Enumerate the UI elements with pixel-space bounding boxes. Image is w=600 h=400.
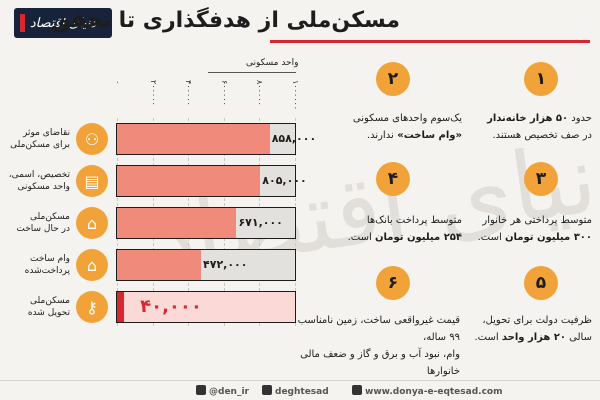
bar[interactable]	[117, 208, 237, 238]
category-label: وام ساخت پرداخت‌شده	[24, 254, 70, 276]
title-underline	[270, 40, 590, 43]
fact-number-badge: ۶	[376, 266, 410, 300]
fact-number-badge: ۲	[376, 62, 410, 96]
axis-tick-label: ۸۰۰۰۰۰	[255, 80, 265, 106]
instagram-handle[interactable]: @den_ir	[196, 385, 249, 397]
bar[interactable]	[117, 166, 261, 196]
instagram-icon	[196, 385, 206, 395]
category-label: مسکن‌ملی در حال ساخت	[16, 212, 70, 234]
bar-track	[116, 165, 296, 197]
bar-track	[116, 249, 296, 281]
footer: @den_ir deghtesad www.donya-e-eqtesad.co…	[0, 380, 600, 400]
axis-tick-label: ۰	[113, 80, 122, 85]
bar-track	[116, 123, 296, 155]
unit-line	[208, 72, 296, 73]
telegram-icon	[262, 385, 272, 395]
house-icon: ⌂	[76, 207, 108, 239]
axis-tick-label: ۲۰۰۰۰۰	[148, 80, 158, 106]
bar-track	[116, 207, 296, 239]
brand-logo: دنیای اقتصاد	[14, 8, 112, 38]
fact-text: متوسط پرداختی هر خانوار ۳۰۰ میلیون تومان …	[477, 215, 592, 243]
fact-text: ظرفیت دولت برای تحویل، سالی ۲۰ هزار واحد …	[474, 315, 593, 343]
unit-label: واحد مسکونی	[246, 58, 299, 68]
data-label: ۴۷۲,۰۰۰	[203, 258, 248, 271]
page-title: مسکن‌ملی از هدفگذاری تا تحقق	[51, 8, 400, 33]
website-link[interactable]: www.donya-e-eqtesad.com	[352, 385, 502, 397]
data-label: ۴۰,۰۰۰	[140, 296, 202, 317]
fact-number-badge: ۴	[376, 162, 410, 196]
data-label: ۶۷۱,۰۰۰	[238, 216, 283, 229]
money-house-icon: ⌂	[76, 249, 108, 281]
key-icon: ⚷	[76, 291, 108, 323]
category-label: مسکن‌ملی تحویل شده	[27, 296, 70, 318]
document-icon: ▤	[76, 165, 108, 197]
bar[interactable]	[117, 124, 270, 154]
category-label: نقاضای موثر برای مسکن‌ملی	[10, 128, 70, 150]
telegram-handle[interactable]: deghtesad	[262, 385, 329, 397]
logo-text: دنیای اقتصاد	[29, 15, 97, 31]
fact-text: یک‌سوم واحدهای مسکونی «وام ساخت» ندارند.	[352, 113, 462, 141]
fact-text: متوسط پرداخت بانک‌ها ۲۵۴ میلیون تومان است…	[347, 215, 462, 243]
fact-number-badge: ۵	[524, 266, 558, 300]
data-label: ۸۵۸,۰۰۰	[271, 132, 317, 145]
globe-icon	[352, 385, 362, 395]
fact-text: حدود ۵۰ هزار خانه‌ندار در صف تخصیص هستند.	[487, 113, 592, 141]
bar[interactable]	[117, 292, 125, 322]
category-label: تخصیص، اسمی، واحد مسکونی	[8, 170, 70, 192]
people-icon: ⚇	[76, 123, 108, 155]
axis-tick-label: ۶۰۰۰۰۰	[219, 80, 229, 106]
axis-tick-label: ۴۰۰۰۰۰	[184, 80, 194, 106]
fact-number-badge: ۱	[524, 62, 558, 96]
axis-tick-label: ۱۰۰۰۰۰۰	[291, 80, 300, 111]
logo-accent	[20, 14, 25, 32]
bar-track	[116, 291, 296, 323]
fact-number-badge: ۳	[524, 162, 558, 196]
bar[interactable]	[117, 250, 202, 280]
data-label: ۸۰۵,۰۰۰	[262, 174, 307, 187]
